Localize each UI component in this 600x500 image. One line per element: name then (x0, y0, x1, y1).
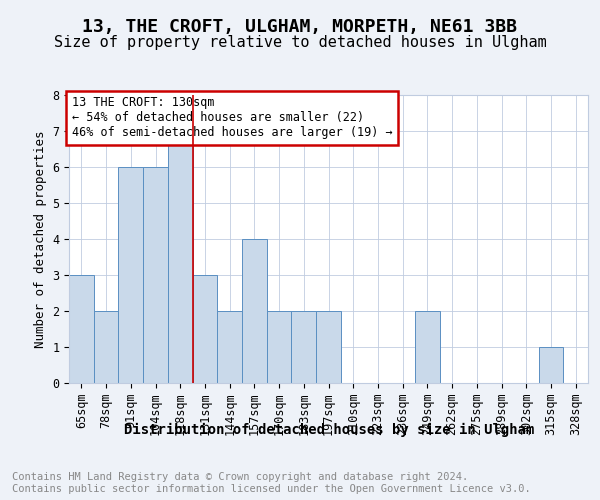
Bar (217, 310, 242, 382)
Bar (267, 310, 292, 382)
Bar (539, 346, 563, 382)
Bar (168, 131, 193, 382)
Bar (242, 239, 267, 382)
Bar (94, 310, 118, 382)
Bar (118, 167, 143, 382)
Bar (292, 310, 316, 382)
Text: Distribution of detached houses by size in Ulgham: Distribution of detached houses by size … (124, 422, 534, 436)
Text: 13 THE CROFT: 130sqm
← 54% of detached houses are smaller (22)
46% of semi-detac: 13 THE CROFT: 130sqm ← 54% of detached h… (71, 96, 392, 140)
Text: Size of property relative to detached houses in Ulgham: Size of property relative to detached ho… (53, 35, 547, 50)
Text: Contains HM Land Registry data © Crown copyright and database right 2024.
Contai: Contains HM Land Registry data © Crown c… (12, 472, 531, 494)
Bar (193, 274, 217, 382)
Text: 13, THE CROFT, ULGHAM, MORPETH, NE61 3BB: 13, THE CROFT, ULGHAM, MORPETH, NE61 3BB (83, 18, 517, 36)
Bar (69, 274, 94, 382)
Bar (415, 310, 440, 382)
Y-axis label: Number of detached properties: Number of detached properties (34, 130, 47, 348)
Bar (143, 167, 168, 382)
Bar (316, 310, 341, 382)
